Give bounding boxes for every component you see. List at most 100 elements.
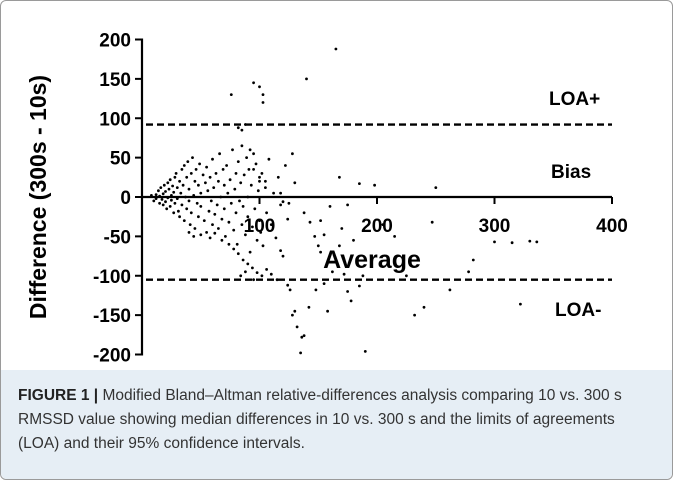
data-point xyxy=(164,200,167,204)
reference-lines xyxy=(146,123,612,281)
data-point xyxy=(174,172,178,175)
data-point xyxy=(160,198,164,201)
y-tick-label: 200 xyxy=(99,31,131,52)
data-point xyxy=(252,152,256,156)
data-point xyxy=(252,168,256,171)
data-point xyxy=(291,313,294,317)
y-tick-label: 150 xyxy=(99,70,131,91)
caption-label: FIGURE 1 | xyxy=(18,387,99,404)
data-point xyxy=(211,157,214,161)
data-point xyxy=(238,199,241,203)
data-point xyxy=(225,164,229,167)
data-point xyxy=(471,258,475,262)
data-point xyxy=(164,190,167,193)
data-point xyxy=(171,184,175,188)
data-point xyxy=(162,183,166,187)
data-point xyxy=(373,183,376,187)
data-point xyxy=(346,290,349,293)
data-point xyxy=(217,179,220,183)
data-point xyxy=(308,220,312,224)
data-point xyxy=(252,81,256,85)
data-point xyxy=(199,191,203,195)
data-point xyxy=(313,235,317,238)
data-point xyxy=(175,186,179,190)
data-point xyxy=(393,235,396,238)
data-point xyxy=(239,181,243,185)
data-point xyxy=(252,278,256,282)
data-point xyxy=(281,254,285,258)
data-point xyxy=(314,288,318,292)
data-point xyxy=(165,207,169,211)
data-point xyxy=(178,215,182,219)
data-point xyxy=(300,335,304,339)
data-point xyxy=(191,156,194,160)
data-point xyxy=(166,181,170,185)
y-tick-label: 50 xyxy=(110,149,131,170)
data-point xyxy=(287,201,291,205)
data-point xyxy=(187,187,191,191)
data-point xyxy=(288,288,292,292)
data-point xyxy=(349,299,353,303)
data-point xyxy=(182,164,186,167)
caption-text: Modified Bland–Altman relative-differenc… xyxy=(18,387,622,452)
data-point xyxy=(381,223,385,227)
data-point xyxy=(228,178,232,182)
data-point xyxy=(173,201,177,205)
data-point xyxy=(261,244,265,248)
labels: LOA+ Bias LOA- Average Difference (300s - 10… xyxy=(25,75,601,321)
data-point xyxy=(189,172,193,175)
data-point xyxy=(293,181,297,185)
data-point xyxy=(179,191,183,195)
data-point xyxy=(251,225,254,229)
data-point xyxy=(358,284,361,288)
figure-caption: FIGURE 1 | Modified Bland–Altman relativ… xyxy=(18,384,658,456)
data-point xyxy=(493,240,496,244)
data-point xyxy=(159,186,163,190)
data-point xyxy=(275,278,279,282)
data-point xyxy=(240,144,244,148)
data-point xyxy=(305,77,308,81)
data-point xyxy=(248,148,252,152)
data-point xyxy=(319,250,322,254)
data-point xyxy=(338,175,341,179)
data-point xyxy=(267,157,271,161)
data-point xyxy=(192,235,196,238)
data-point xyxy=(334,47,338,51)
data-point xyxy=(258,175,261,179)
y-axis-label: Difference (300s - 10s) xyxy=(25,75,51,319)
x-tick-label: 400 xyxy=(596,216,628,237)
data-point xyxy=(234,172,238,175)
data-point xyxy=(264,186,267,190)
data-point xyxy=(340,227,344,230)
data-point xyxy=(260,274,264,278)
data-point xyxy=(258,219,261,223)
data-point xyxy=(258,179,261,183)
data-point xyxy=(208,175,212,179)
data-point xyxy=(207,209,211,213)
y-tick-label: -200 xyxy=(93,346,131,367)
data-point xyxy=(328,205,332,208)
data-point xyxy=(244,270,247,274)
data-point xyxy=(198,162,202,166)
data-point xyxy=(205,165,209,169)
data-point xyxy=(185,175,189,179)
data-point xyxy=(202,219,206,223)
data-point xyxy=(260,172,264,175)
data-point xyxy=(342,272,346,276)
loa-minus-label: LOA- xyxy=(555,300,601,321)
data-point xyxy=(467,270,470,274)
data-point xyxy=(178,179,182,183)
data-point xyxy=(255,271,259,274)
data-point xyxy=(197,215,200,219)
data-point xyxy=(528,239,532,243)
data-point xyxy=(331,270,334,274)
data-point xyxy=(227,242,231,246)
data-point xyxy=(293,309,297,313)
y-tick-label: 100 xyxy=(99,109,131,130)
data-point xyxy=(448,288,452,292)
data-point xyxy=(241,258,245,262)
caption-box xyxy=(1,370,672,479)
data-point xyxy=(168,178,172,182)
y-tick-label: -50 xyxy=(104,227,131,248)
